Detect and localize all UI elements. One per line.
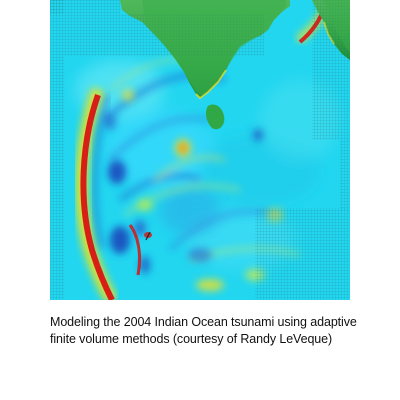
figure-caption: Modeling the 2004 Indian Ocean tsunami u… bbox=[50, 314, 395, 348]
leading-wavefront bbox=[73, 87, 119, 300]
sri-lanka-island bbox=[205, 104, 225, 130]
wave-troughs bbox=[104, 114, 263, 274]
caption-line-1: Modeling the 2004 Indian Ocean tsunami u… bbox=[50, 315, 357, 329]
tsunami-simulation-image bbox=[50, 0, 350, 300]
tsunami-simulation-figure bbox=[50, 0, 350, 300]
caption-line-2: finite volume methods (courtesy of Randy… bbox=[50, 332, 333, 346]
secondary-wavefront bbox=[128, 224, 152, 276]
